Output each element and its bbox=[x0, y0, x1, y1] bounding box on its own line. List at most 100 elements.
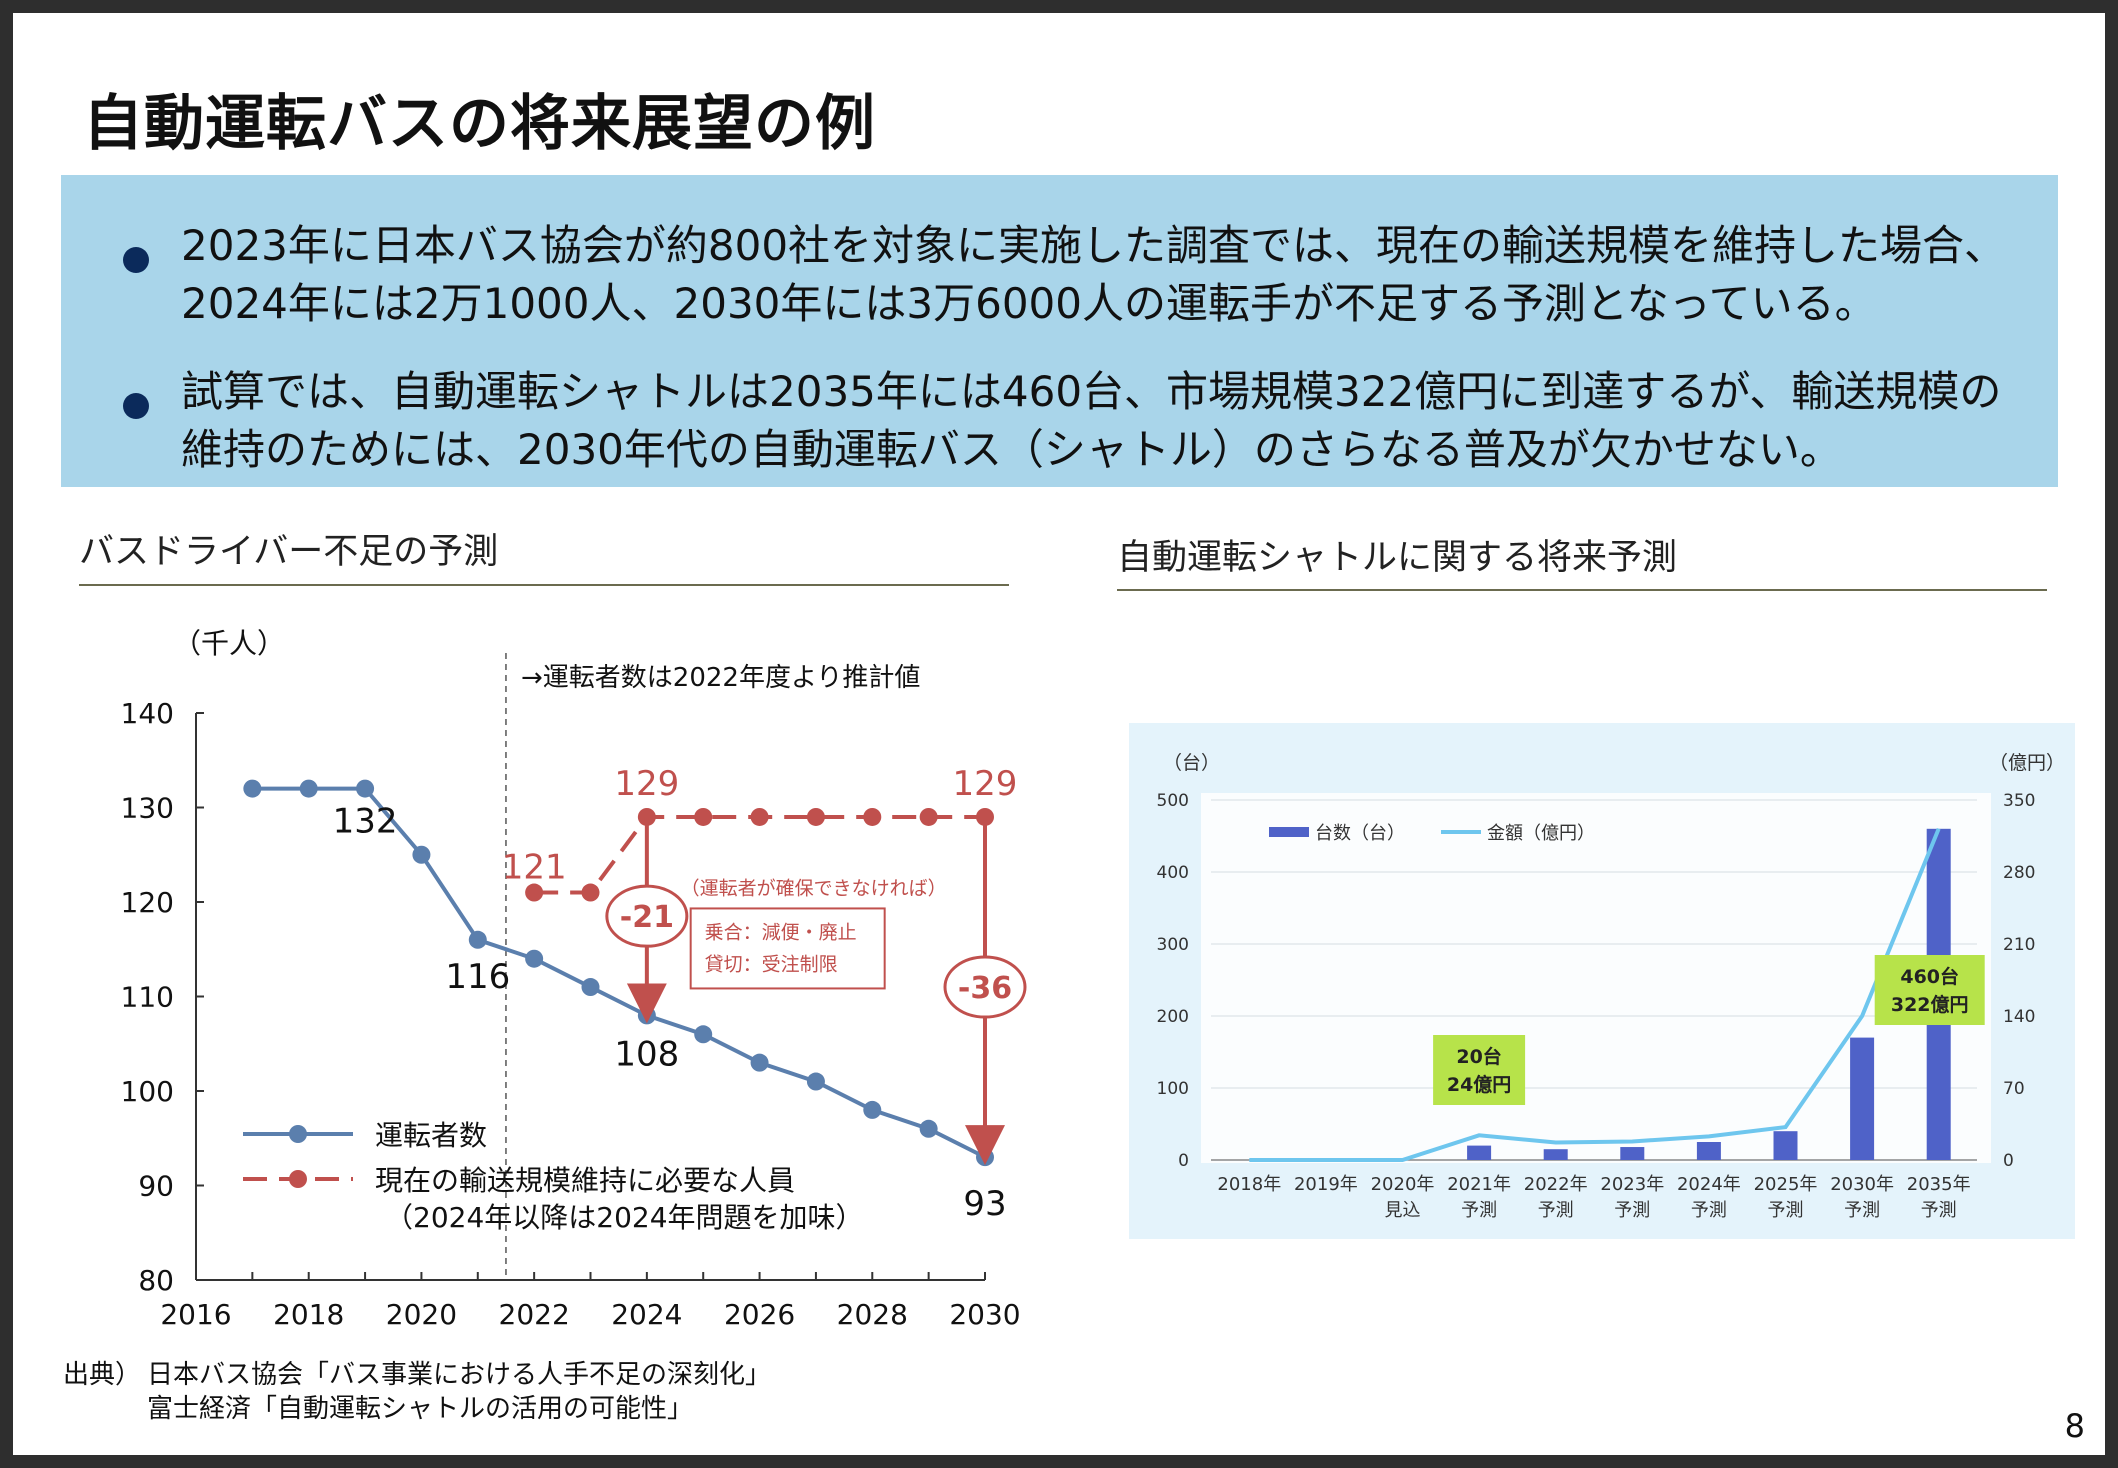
category-sublabel: 予測 bbox=[1844, 1200, 1880, 1221]
unit-count-bar bbox=[1543, 1149, 1568, 1160]
data-label: 132 bbox=[333, 802, 398, 842]
driver-count-point bbox=[412, 845, 431, 864]
required-staff-point bbox=[919, 807, 938, 826]
driver-count-point bbox=[863, 1100, 882, 1119]
driver-count-point bbox=[976, 1148, 994, 1167]
category-label: 2023年 bbox=[1600, 1174, 1664, 1195]
right-unit-label: （億円） bbox=[1989, 752, 2065, 774]
summary-box: 2023年に日本バス協会が約800社を対象に実施した調査では、現在の輸送規模を維… bbox=[61, 175, 2058, 487]
callout-text: 460台 bbox=[1900, 965, 1959, 988]
source-label: 出典） bbox=[63, 1360, 142, 1390]
category-label: 2030年 bbox=[1830, 1174, 1894, 1195]
legend-label-required: 現在の輸送規模維持に必要な人員 bbox=[375, 1164, 795, 1197]
x-tick-label: 2022 bbox=[499, 1298, 570, 1331]
required-staff-point bbox=[525, 883, 544, 902]
right-tick-label: 280 bbox=[2003, 863, 2035, 883]
gap-bubble bbox=[943, 955, 1027, 1019]
driver-count-point bbox=[468, 930, 487, 949]
category-label: 2019年 bbox=[1294, 1174, 1358, 1195]
category-sublabel: 見込 bbox=[1385, 1200, 1421, 1221]
slide: 自動運転バスの将来展望の例 2023年に日本バス協会が約800社を対象に実施した… bbox=[13, 13, 2105, 1455]
source-line-2: 富士経済「自動運転シャトルの活用の可能性」 bbox=[147, 1394, 694, 1424]
unit-count-bar bbox=[1467, 1145, 1492, 1160]
data-label: 108 bbox=[614, 1034, 679, 1074]
driver-count-point bbox=[750, 1053, 769, 1072]
left-tick-label: 400 bbox=[1157, 863, 1189, 883]
gap-bubble bbox=[605, 884, 689, 948]
right-tick-label: 350 bbox=[2003, 791, 2035, 811]
right-tick-label: 0 bbox=[2003, 1151, 2014, 1171]
x-tick-label: 2030 bbox=[949, 1298, 1020, 1331]
right-tick-label: 210 bbox=[2003, 935, 2035, 955]
legend-swatch-units bbox=[1269, 827, 1309, 837]
left-tick-label: 300 bbox=[1157, 935, 1189, 955]
left-unit-label: （台） bbox=[1163, 752, 1220, 774]
right-tick-label: 140 bbox=[2003, 1007, 2035, 1027]
shuttle-chart-axes: （台） （億円） 500 400 300 200 100 0 350 280 210 140 70 0 20… bbox=[1157, 752, 2065, 1221]
category-label: 2022年 bbox=[1524, 1174, 1588, 1195]
shuttle-chart-frame bbox=[1129, 723, 2075, 1239]
legend-marker-required bbox=[289, 1170, 307, 1188]
y-tick-label: 120 bbox=[121, 886, 174, 919]
driver-chart-axes: （千人） →運転者数は2022年度より推計値 140 130 120 110 100 90 80… bbox=[121, 627, 1021, 1331]
driver-count-point bbox=[356, 779, 375, 798]
driver-count-point bbox=[299, 779, 318, 798]
page-title: 自動運転バスの将来展望の例 bbox=[83, 89, 876, 159]
driver-count-line bbox=[252, 786, 986, 1159]
right-panel-rule bbox=[1117, 589, 2047, 591]
unit-count-bar bbox=[1696, 1142, 1721, 1160]
left-panel-rule bbox=[79, 584, 1009, 586]
y-tick-label: 80 bbox=[138, 1264, 174, 1297]
x-tick-label: 2018 bbox=[273, 1298, 344, 1331]
required-staff-point bbox=[750, 807, 769, 826]
category-label: 2025年 bbox=[1754, 1174, 1818, 1195]
required-staff-point bbox=[694, 807, 713, 826]
data-label: 93 bbox=[963, 1184, 1006, 1224]
x-tick-label: 2026 bbox=[724, 1298, 795, 1331]
required-staff-point bbox=[581, 883, 600, 902]
driver-count-point bbox=[919, 1119, 938, 1138]
right-panel-title: 自動運転シャトルに関する将来予測 bbox=[1117, 538, 1678, 578]
driver-chart-unit: （千人） bbox=[173, 627, 285, 660]
category-sublabel: 予測 bbox=[1768, 1200, 1804, 1221]
gap-label: -21 bbox=[620, 900, 674, 935]
category-label: 2035年 bbox=[1907, 1174, 1971, 1195]
driver-count-point bbox=[525, 949, 544, 968]
category-sublabel: 予測 bbox=[1538, 1200, 1574, 1221]
left-tick-label: 200 bbox=[1157, 1007, 1189, 1027]
y-tick-label: 90 bbox=[138, 1170, 174, 1203]
unit-count-bar bbox=[1620, 1147, 1645, 1160]
callout-box bbox=[1874, 955, 1985, 1025]
x-tick-label: 2028 bbox=[837, 1298, 908, 1331]
gap-label: -36 bbox=[958, 971, 1012, 1006]
unit-count-bar bbox=[1773, 1131, 1798, 1160]
required-staff-point bbox=[863, 807, 882, 826]
shuttle-chart-labels: 台数（台） 金額（億円） 20台 24億円 460台 322億円 bbox=[1269, 823, 1985, 1105]
left-tick-label: 500 bbox=[1157, 791, 1189, 811]
driver-chart-annotation: →運転者数は2022年度より推計値 bbox=[521, 663, 920, 693]
source-line-1: 日本バス協会「バス事業における人手不足の深刻化」 bbox=[147, 1360, 772, 1390]
driver-count-point bbox=[581, 978, 600, 997]
market-size-line bbox=[1249, 828, 1941, 1162]
left-panel-title: バスドライバー不足の予測 bbox=[79, 532, 499, 572]
y-tick-label: 140 bbox=[121, 697, 174, 730]
category-label: 2020年 bbox=[1371, 1174, 1435, 1195]
summary-text-2: 試算では、自動運転シャトルは2035年には460台、市場規模322億円に到達する… bbox=[181, 367, 2002, 474]
data-label: 129 bbox=[953, 764, 1018, 804]
page-number: 8 bbox=[2064, 1407, 2085, 1445]
source-citation: 出典） 日本バス協会「バス事業における人手不足の深刻化」 富士経済「自動運転シャ… bbox=[63, 1358, 771, 1426]
legend-label-market: 金額（億円） bbox=[1487, 823, 1595, 844]
data-label: 129 bbox=[614, 764, 679, 804]
bullet-dot-icon bbox=[123, 393, 149, 419]
y-tick-label: 130 bbox=[121, 792, 174, 825]
left-tick-label: 100 bbox=[1157, 1079, 1189, 1099]
category-label: 2018年 bbox=[1217, 1174, 1281, 1195]
driver-shortage-chart: （千人） →運転者数は2022年度より推計値 140 130 120 110 100 90 80… bbox=[121, 627, 1027, 1331]
required-staff-point bbox=[806, 807, 825, 826]
callout-text: 322億円 bbox=[1891, 993, 1969, 1016]
unit-count-bar bbox=[1850, 1037, 1875, 1160]
category-sublabel: 予測 bbox=[1691, 1200, 1727, 1221]
callout-text: 24億円 bbox=[1447, 1073, 1511, 1096]
category-sublabel: 予測 bbox=[1614, 1200, 1650, 1221]
